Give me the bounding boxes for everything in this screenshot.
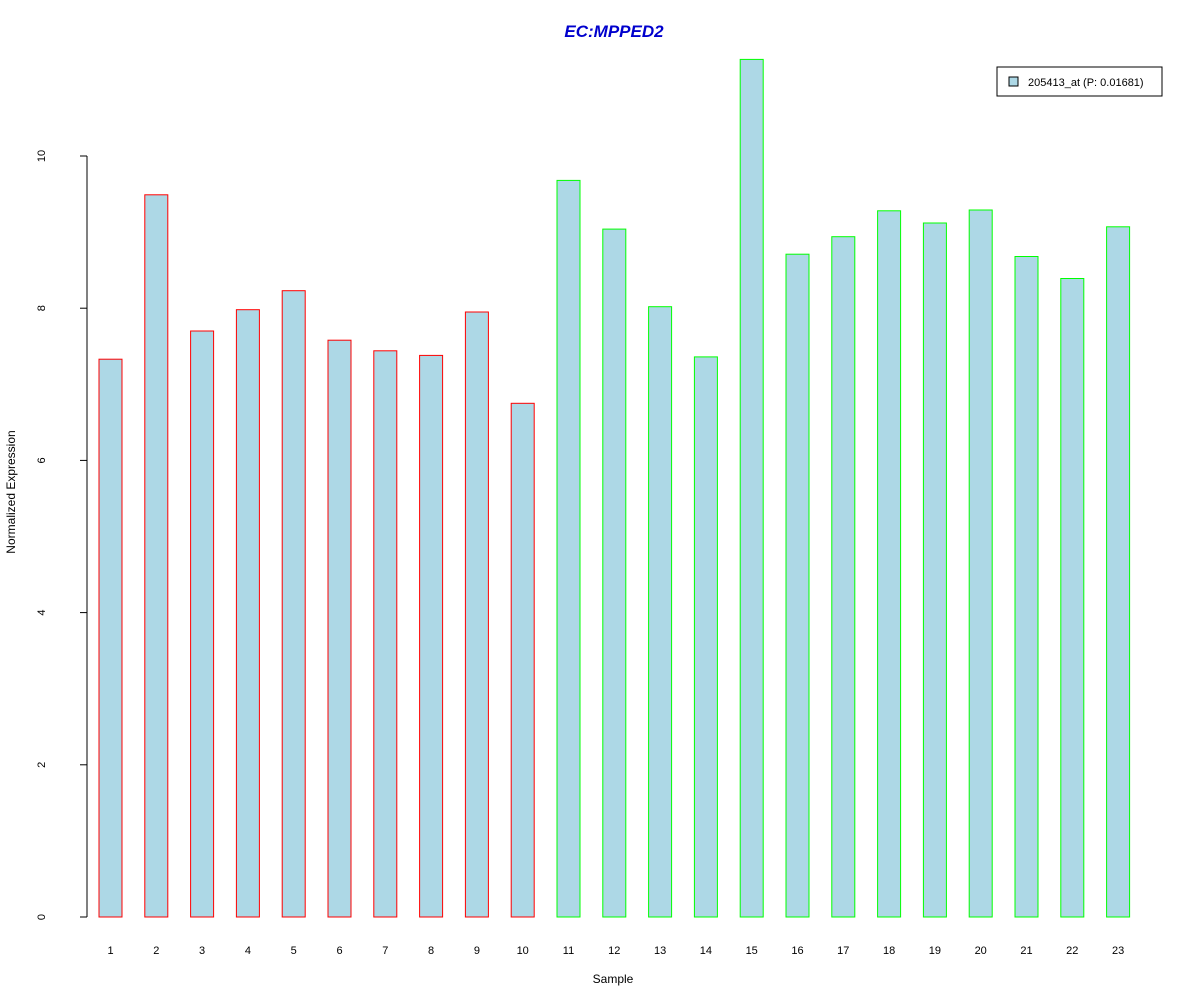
bar-sample-1 (98, 358, 123, 918)
x-tick-label: 22 (1066, 945, 1078, 957)
x-tick-label: 9 (474, 945, 480, 957)
legend-box (996, 66, 1163, 97)
y-tick-label: 2 (36, 762, 48, 768)
x-tick-label: 2 (153, 945, 159, 957)
bar-sample-12 (602, 228, 627, 918)
legend-label: 205413_at (P: 0.01681) (1028, 77, 1144, 89)
bar-sample-9 (464, 311, 489, 918)
x-tick-label: 15 (746, 945, 758, 957)
legend: 205413_at (P: 0.01681) (996, 66, 1163, 97)
bar-sample-18 (877, 210, 902, 918)
bar-sample-7 (373, 350, 398, 918)
bar-sample-11 (556, 179, 581, 918)
y-tick-label: 8 (36, 305, 48, 311)
x-tick-label: 21 (1020, 945, 1032, 957)
y-tick-label: 10 (36, 150, 48, 162)
x-tick-label: 14 (700, 945, 712, 957)
bar-sample-19 (922, 222, 947, 918)
bar-sample-3 (190, 330, 215, 918)
bar-sample-6 (327, 339, 352, 918)
bar-sample-15 (739, 58, 764, 918)
chart-title: EC:MPPED2 (564, 22, 664, 41)
y-tick-label: 0 (36, 914, 48, 920)
y-axis-label: Normalized Expression (4, 430, 18, 553)
x-tick-label: 16 (791, 945, 803, 957)
bar-sample-22 (1060, 278, 1085, 918)
x-tick-label: 13 (654, 945, 666, 957)
x-tick-label: 17 (837, 945, 849, 957)
x-tick-label: 12 (608, 945, 620, 957)
bar-sample-23 (1106, 226, 1131, 918)
bar-sample-21 (1014, 256, 1039, 918)
bar-sample-8 (419, 354, 444, 918)
bar-sample-2 (144, 194, 169, 918)
bars-layer (98, 58, 1131, 918)
x-tick-label: 18 (883, 945, 895, 957)
x-tick-labels: 1 2 3 4 5 6 7 8 9 10 11 12 13 14 15 16 17 18 19 20 21 22 23 (107, 945, 1124, 957)
x-axis-label: Sample (593, 972, 634, 986)
bar-sample-4 (235, 309, 260, 918)
y-axis: 0 2 4 6 8 10 (36, 150, 88, 920)
bar-sample-5 (281, 290, 306, 918)
legend-swatch (1008, 76, 1019, 87)
x-tick-label: 10 (517, 945, 529, 957)
x-tick-label: 3 (199, 945, 205, 957)
x-tick-label: 1 (107, 945, 113, 957)
x-tick-label: 4 (245, 945, 251, 957)
x-tick-label: 11 (563, 945, 574, 957)
x-tick-label: 5 (291, 945, 297, 957)
bar-sample-17 (831, 236, 856, 918)
y-tick-label: 6 (36, 457, 48, 463)
x-tick-label: 20 (975, 945, 987, 957)
x-tick-label: 8 (428, 945, 434, 957)
y-tick-label: 4 (36, 610, 48, 616)
x-tick-label: 19 (929, 945, 941, 957)
x-tick-label: 6 (336, 945, 342, 957)
bar-sample-10 (510, 402, 535, 918)
bar-sample-16 (785, 253, 810, 918)
bar-sample-20 (968, 209, 993, 918)
x-tick-label: 23 (1112, 945, 1124, 957)
bar-sample-13 (648, 306, 673, 918)
bar-sample-14 (693, 356, 718, 918)
x-tick-label: 7 (382, 945, 388, 957)
